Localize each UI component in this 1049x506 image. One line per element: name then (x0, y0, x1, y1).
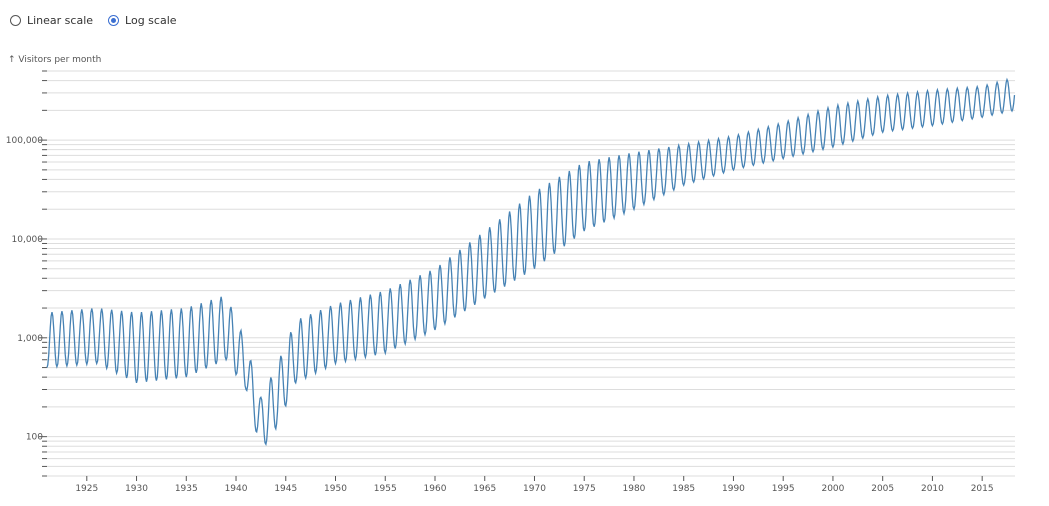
x-tick-label: 1960 (424, 484, 447, 494)
x-tick-label: 1930 (125, 484, 148, 494)
x-tick-label: 2000 (821, 484, 844, 494)
x-tick-label: 1980 (623, 484, 646, 494)
y-axis: 100 1,000 10,000 100,000 (6, 70, 47, 477)
y-axis-title: ↑ Visitors per month (8, 55, 101, 65)
scale-toggle: Linear scale Log scale (10, 14, 192, 27)
x-tick-label: 1925 (75, 484, 98, 494)
x-tick-label: 2010 (921, 484, 944, 494)
x-tick-label: 1985 (672, 484, 695, 494)
x-tick-label: 1990 (722, 484, 745, 494)
radio-circle-icon[interactable] (108, 15, 120, 26)
x-tick-label: 2005 (871, 484, 894, 494)
visitors-line (46, 77, 1016, 447)
linear-scale-radio[interactable]: Linear scale (10, 14, 93, 27)
y-tick-label: 10,000 (12, 235, 44, 245)
linear-scale-label: Linear scale (27, 14, 94, 27)
x-tick-label: 1995 (772, 484, 795, 494)
log-scale-radio[interactable]: Log scale (108, 14, 177, 27)
grid-lines (47, 70, 1015, 477)
x-tick-label: 1970 (523, 484, 546, 494)
radio-circle-icon[interactable] (10, 15, 21, 26)
log-scale-label: Log scale (125, 14, 177, 27)
y-tick-label: 100,000 (6, 136, 43, 146)
x-tick-label: 1935 (175, 484, 198, 494)
y-tick-label: 100 (26, 433, 43, 443)
x-tick-label: 1940 (225, 484, 248, 494)
x-axis: 1925 1930 1935 1940 1945 1950 1955 1960 1965 1970… (75, 476, 994, 494)
x-tick-label: 1945 (274, 484, 297, 494)
x-tick-label: 2015 (971, 484, 994, 494)
x-tick-label: 1955 (374, 484, 397, 494)
x-tick-label: 1950 (324, 484, 347, 494)
x-tick-label: 1975 (573, 484, 596, 494)
y-tick-label: 1,000 (17, 334, 43, 344)
x-tick-label: 1965 (473, 484, 496, 494)
